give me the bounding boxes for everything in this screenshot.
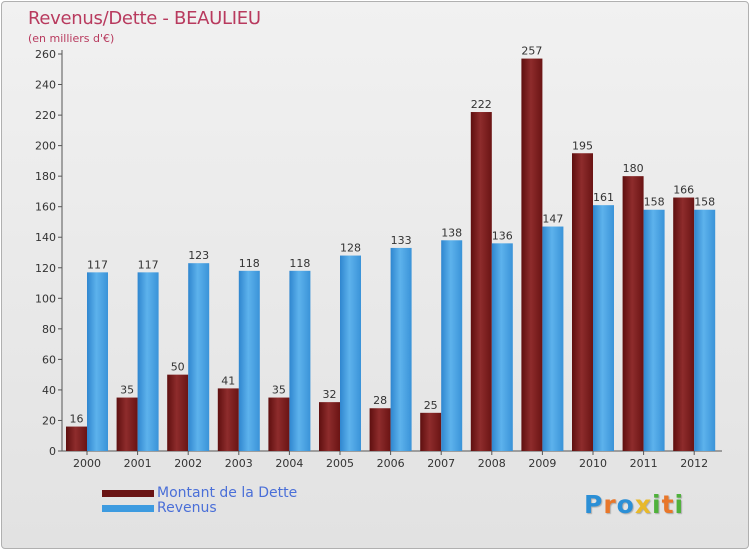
bar-debt — [470, 112, 492, 452]
y-tick-label: 180 — [35, 170, 56, 183]
y-tick-label: 120 — [35, 262, 56, 275]
data-label: 117 — [138, 258, 159, 271]
bar-revenus — [694, 209, 716, 451]
proxiti-logo: Proxiti — [584, 490, 684, 519]
data-label: 222 — [471, 98, 492, 111]
x-tick-label: 2005 — [326, 457, 354, 470]
bar-debt — [572, 153, 593, 451]
y-tick-label: 40 — [42, 384, 56, 397]
y-tick-label: 140 — [35, 231, 56, 244]
data-label: 161 — [593, 191, 614, 204]
x-tick-label: 2009 — [528, 457, 556, 470]
bar-revenus — [340, 255, 361, 451]
bar-revenus — [289, 270, 311, 451]
chart-subtitle: (en milliers d'€) — [28, 32, 115, 45]
x-tick-label: 2010 — [579, 457, 607, 470]
data-label: 35 — [272, 384, 286, 397]
y-tick-label: 80 — [42, 323, 56, 336]
data-label: 166 — [673, 184, 694, 197]
data-label: 16 — [70, 413, 84, 426]
bar-debt — [521, 58, 543, 451]
x-axis: 2000 2001 2002 2003 2004 2005 2006 2007 2008 2009… — [62, 450, 722, 470]
bar-debt — [268, 397, 290, 451]
bar-revenus — [542, 226, 564, 451]
bar-debt — [420, 412, 442, 451]
logo-letter: o — [616, 490, 635, 519]
bar-debt — [319, 402, 340, 451]
y-tick-label: 240 — [35, 79, 56, 92]
y-tick-label: 20 — [42, 414, 56, 427]
x-tick-label: 2001 — [124, 457, 152, 470]
logo-letter: r — [603, 490, 617, 519]
x-tick-label: 2011 — [630, 457, 658, 470]
x-tick-label: 2003 — [225, 457, 253, 470]
y-tick-label: 260 — [35, 48, 56, 61]
data-label: 158 — [644, 196, 665, 209]
bar-debt — [66, 426, 87, 451]
y-tick-label: 160 — [35, 201, 56, 214]
data-label: 136 — [492, 229, 513, 242]
data-label: 158 — [694, 196, 715, 209]
data-label: 25 — [424, 399, 438, 412]
y-tick-label: 220 — [35, 109, 56, 122]
logo-letter: i — [674, 490, 685, 519]
data-label: 147 — [542, 213, 563, 226]
data-labels: 16 35 50 41 35 32 28 25 222 257 195 180 166 117 117 123… — [70, 45, 716, 426]
data-label: 28 — [373, 394, 387, 407]
data-label: 117 — [87, 258, 108, 271]
x-tick-label: 2004 — [275, 457, 303, 470]
data-label: 128 — [340, 242, 361, 255]
bar-debt — [622, 176, 644, 451]
y-tick-label: 200 — [35, 140, 56, 153]
data-label: 50 — [171, 361, 185, 374]
data-label: 133 — [391, 234, 412, 247]
x-tick-label: 2000 — [73, 457, 101, 470]
bar-revenus — [137, 272, 159, 451]
bar-revenus — [238, 270, 260, 451]
data-label: 118 — [289, 257, 310, 270]
y-tick-label: 60 — [42, 353, 56, 366]
x-tick-label: 2002 — [174, 457, 202, 470]
logo-letter: P — [584, 490, 604, 519]
bar-revenus — [390, 247, 412, 451]
x-tick-label: 2008 — [478, 457, 506, 470]
data-label: 35 — [120, 384, 134, 397]
bar-revenus — [87, 272, 108, 451]
logo-letter: x — [634, 490, 652, 519]
data-label: 41 — [221, 374, 235, 387]
bar-revenus — [643, 209, 665, 451]
legend-label-revenus: Revenus — [157, 500, 217, 516]
x-tick-label: 2012 — [680, 457, 708, 470]
bar-debt — [673, 197, 695, 451]
bar-revenus — [593, 205, 614, 451]
bar-revenus — [441, 240, 463, 451]
x-tick-label: 2007 — [427, 457, 455, 470]
legend-swatch-revenus — [102, 505, 154, 512]
y-tick-label: 100 — [35, 292, 56, 305]
chart-title: Revenus/Dette - BEAULIEU — [28, 8, 261, 29]
data-label: 257 — [521, 45, 542, 58]
bar-revenus — [491, 243, 513, 451]
bar-debt — [217, 388, 239, 451]
logo-letter: i — [652, 490, 662, 519]
bars — [66, 58, 716, 452]
data-label: 180 — [623, 162, 644, 175]
data-label: 195 — [572, 139, 593, 152]
data-label: 32 — [323, 388, 337, 401]
data-label: 123 — [188, 249, 209, 262]
bar-revenus — [188, 263, 210, 451]
legend-swatch-debt — [102, 490, 154, 497]
data-label: 118 — [239, 257, 260, 270]
data-label: 138 — [441, 226, 462, 239]
legend-label-debt: Montant de la Dette — [157, 485, 298, 501]
bar-debt — [167, 374, 189, 451]
bar-debt — [369, 408, 391, 451]
logo-letter: t — [661, 490, 675, 519]
bar-debt — [116, 397, 138, 451]
y-tick-label: 0 — [49, 445, 56, 458]
y-axis: 0 20 40 60 80 100 120 140 160 180 200 220 240 260 — [35, 48, 63, 458]
x-tick-label: 2006 — [377, 457, 405, 470]
